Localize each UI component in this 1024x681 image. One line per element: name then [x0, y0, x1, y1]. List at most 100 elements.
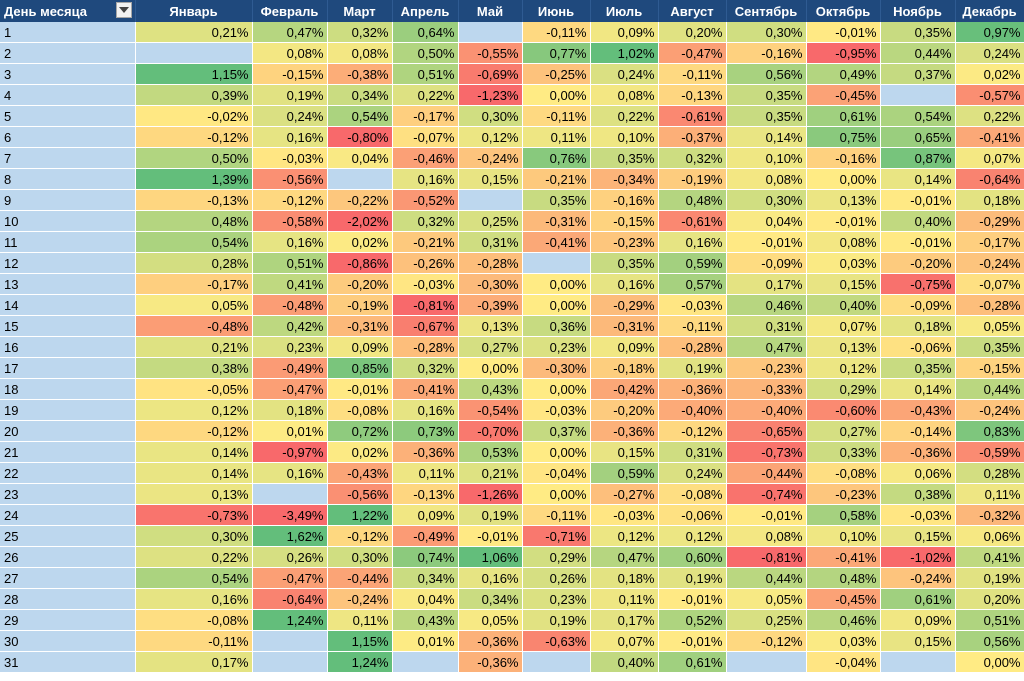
value-cell[interactable]: 0,72%: [327, 420, 393, 442]
value-cell[interactable]: 0,46%: [806, 609, 881, 631]
value-cell[interactable]: -0,30%: [522, 357, 591, 379]
value-cell[interactable]: [880, 84, 956, 106]
value-cell[interactable]: -0,67%: [392, 315, 459, 337]
value-cell[interactable]: 0,83%: [955, 420, 1024, 442]
value-cell[interactable]: -0,28%: [658, 336, 727, 358]
value-cell[interactable]: 0,54%: [880, 105, 956, 127]
value-cell[interactable]: 0,17%: [590, 609, 659, 631]
value-cell[interactable]: 1,15%: [135, 63, 253, 85]
day-number-cell[interactable]: 7: [0, 147, 136, 169]
value-cell[interactable]: 0,15%: [806, 273, 881, 295]
value-cell[interactable]: -0,16%: [806, 147, 881, 169]
value-cell[interactable]: 0,16%: [590, 273, 659, 295]
value-cell[interactable]: -0,36%: [880, 441, 956, 463]
value-cell[interactable]: -0,52%: [392, 189, 459, 211]
value-cell[interactable]: 0,85%: [327, 357, 393, 379]
value-cell[interactable]: 1,24%: [252, 609, 328, 631]
value-cell[interactable]: -0,01%: [806, 210, 881, 232]
value-cell[interactable]: 0,56%: [726, 63, 807, 85]
value-cell[interactable]: 0,73%: [392, 420, 459, 442]
value-cell[interactable]: 0,03%: [806, 630, 881, 652]
value-cell[interactable]: -0,60%: [806, 399, 881, 421]
value-cell[interactable]: -0,20%: [880, 252, 956, 274]
value-cell[interactable]: -0,37%: [658, 126, 727, 148]
value-cell[interactable]: 0,00%: [806, 168, 881, 190]
value-cell[interactable]: 1,02%: [590, 42, 659, 64]
value-cell[interactable]: 0,22%: [392, 84, 459, 106]
value-cell[interactable]: 0,46%: [726, 294, 807, 316]
value-cell[interactable]: 0,37%: [880, 63, 956, 85]
value-cell[interactable]: 0,25%: [726, 609, 807, 631]
value-cell[interactable]: 0,00%: [522, 273, 591, 295]
value-cell[interactable]: -0,14%: [880, 420, 956, 442]
value-cell[interactable]: -0,09%: [726, 252, 807, 274]
value-cell[interactable]: 0,05%: [955, 315, 1024, 337]
value-cell[interactable]: 0,08%: [726, 525, 807, 547]
value-cell[interactable]: 0,09%: [590, 22, 659, 43]
value-cell[interactable]: -0,12%: [135, 126, 253, 148]
value-cell[interactable]: 0,31%: [726, 315, 807, 337]
value-cell[interactable]: -0,57%: [955, 84, 1024, 106]
value-cell[interactable]: 0,51%: [955, 609, 1024, 631]
value-cell[interactable]: 0,16%: [252, 231, 328, 253]
value-cell[interactable]: 0,20%: [658, 22, 727, 43]
value-cell[interactable]: 0,32%: [658, 147, 727, 169]
value-cell[interactable]: -0,45%: [806, 588, 881, 610]
value-cell[interactable]: -0,07%: [392, 126, 459, 148]
value-cell[interactable]: 0,19%: [658, 567, 727, 589]
value-cell[interactable]: 0,16%: [458, 567, 523, 589]
value-cell[interactable]: 0,14%: [880, 378, 956, 400]
value-cell[interactable]: -0,01%: [458, 525, 523, 547]
value-cell[interactable]: 0,24%: [658, 462, 727, 484]
value-cell[interactable]: -0,29%: [590, 294, 659, 316]
column-header-month[interactable]: Июнь: [522, 0, 591, 22]
value-cell[interactable]: 0,35%: [590, 252, 659, 274]
value-cell[interactable]: [252, 651, 328, 673]
value-cell[interactable]: 0,21%: [458, 462, 523, 484]
column-header-month[interactable]: Март: [327, 0, 393, 22]
value-cell[interactable]: 0,37%: [522, 420, 591, 442]
value-cell[interactable]: -0,36%: [392, 441, 459, 463]
value-cell[interactable]: -2,02%: [327, 210, 393, 232]
value-cell[interactable]: 0,43%: [458, 378, 523, 400]
value-cell[interactable]: -0,11%: [135, 630, 253, 652]
value-cell[interactable]: 0,17%: [135, 651, 253, 673]
value-cell[interactable]: -0,64%: [252, 588, 328, 610]
value-cell[interactable]: 0,21%: [135, 336, 253, 358]
value-cell[interactable]: 0,00%: [458, 357, 523, 379]
value-cell[interactable]: -0,24%: [458, 147, 523, 169]
value-cell[interactable]: 0,32%: [327, 22, 393, 43]
value-cell[interactable]: 0,16%: [252, 462, 328, 484]
value-cell[interactable]: -0,55%: [458, 42, 523, 64]
value-cell[interactable]: 0,04%: [392, 588, 459, 610]
column-header-month[interactable]: Сентябрь: [726, 0, 807, 22]
value-cell[interactable]: 0,18%: [590, 567, 659, 589]
value-cell[interactable]: [522, 651, 591, 673]
value-cell[interactable]: 0,20%: [955, 588, 1024, 610]
value-cell[interactable]: 0,34%: [392, 567, 459, 589]
day-number-cell[interactable]: 28: [0, 588, 136, 610]
day-number-cell[interactable]: 19: [0, 399, 136, 421]
value-cell[interactable]: -0,16%: [726, 42, 807, 64]
value-cell[interactable]: 0,19%: [522, 609, 591, 631]
value-cell[interactable]: -0,01%: [658, 588, 727, 610]
value-cell[interactable]: 0,54%: [135, 567, 253, 589]
value-cell[interactable]: -1,02%: [880, 546, 956, 568]
value-cell[interactable]: -0,71%: [522, 525, 591, 547]
value-cell[interactable]: 0,23%: [522, 588, 591, 610]
value-cell[interactable]: [135, 42, 253, 64]
value-cell[interactable]: 0,38%: [135, 357, 253, 379]
value-cell[interactable]: 0,22%: [135, 546, 253, 568]
day-number-cell[interactable]: 4: [0, 84, 136, 106]
value-cell[interactable]: 0,27%: [806, 420, 881, 442]
value-cell[interactable]: -0,81%: [392, 294, 459, 316]
day-number-cell[interactable]: 17: [0, 357, 136, 379]
value-cell[interactable]: -0,15%: [252, 63, 328, 85]
value-cell[interactable]: -0,38%: [327, 63, 393, 85]
value-cell[interactable]: -0,81%: [726, 546, 807, 568]
day-number-cell[interactable]: 11: [0, 231, 136, 253]
value-cell[interactable]: 0,30%: [458, 105, 523, 127]
value-cell[interactable]: 0,14%: [135, 441, 253, 463]
value-cell[interactable]: -0,12%: [252, 189, 328, 211]
value-cell[interactable]: 0,56%: [955, 630, 1024, 652]
